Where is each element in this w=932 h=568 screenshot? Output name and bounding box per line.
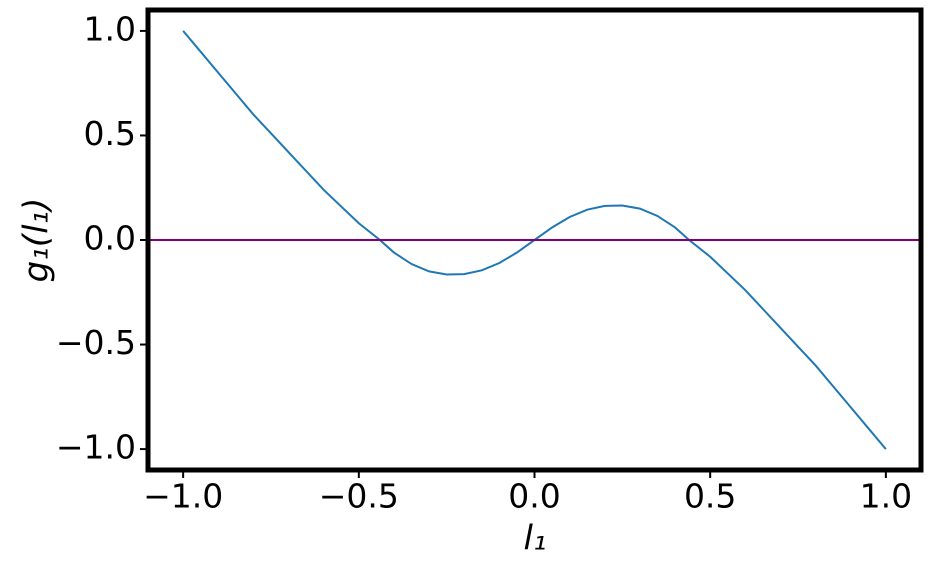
x-axis-label: l₁ <box>523 519 546 559</box>
y-tick-label: −0.5 <box>56 323 136 362</box>
y-tick-label: 1.0 <box>84 9 136 48</box>
x-tick-label: 1.0 <box>860 477 912 516</box>
x-tick-label: −1.0 <box>143 477 223 516</box>
y-tick-label: 0.5 <box>84 114 136 153</box>
y-axis-label: g₁(l₁) <box>17 198 57 283</box>
x-tick-label: 0.0 <box>508 477 560 516</box>
x-tick-label: −0.5 <box>319 477 399 516</box>
x-tick-label: 0.5 <box>684 477 736 516</box>
y-tick-label: 0.0 <box>84 219 136 258</box>
axes-frame <box>145 7 924 473</box>
y-tick-label: −1.0 <box>56 428 136 467</box>
